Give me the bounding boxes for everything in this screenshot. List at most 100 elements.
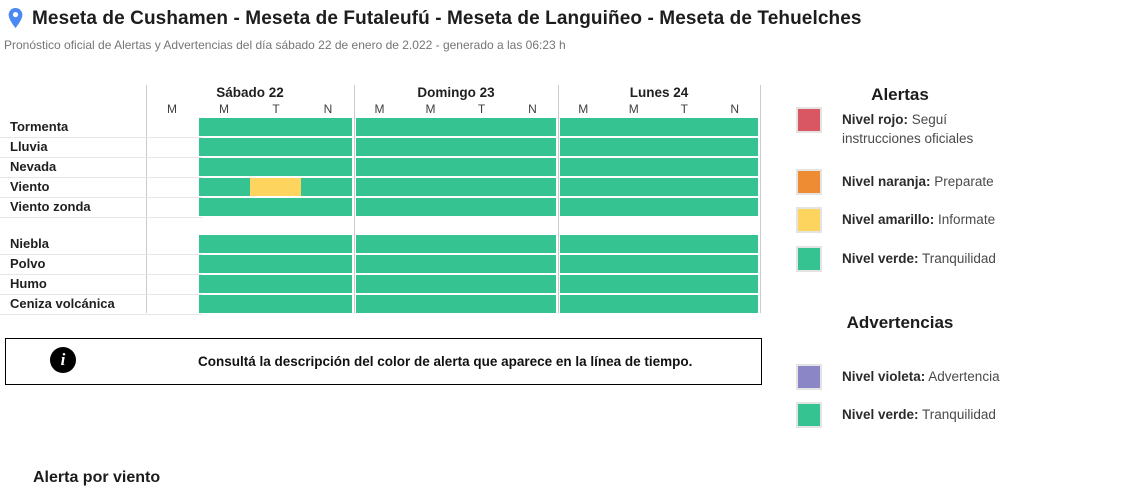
timeline-cell[interactable] [456, 178, 506, 196]
timeline-cell[interactable] [199, 295, 250, 313]
timeline-cell[interactable] [708, 198, 758, 216]
timeline-cell[interactable] [250, 118, 301, 136]
timeline-cell[interactable] [609, 158, 659, 176]
timeline-cell[interactable] [560, 295, 610, 313]
timeline-cell[interactable] [659, 158, 709, 176]
timeline-cell[interactable] [609, 295, 659, 313]
timeline-cell[interactable] [301, 118, 352, 136]
timeline-cell[interactable] [456, 275, 506, 293]
timeline-cell[interactable] [356, 158, 406, 176]
timeline-cell[interactable] [659, 178, 709, 196]
timeline-cell[interactable] [356, 178, 406, 196]
timeline-cell[interactable] [708, 178, 758, 196]
timeline-cell[interactable] [356, 295, 406, 313]
timeline-cell[interactable] [506, 295, 556, 313]
timeline-cell[interactable] [506, 138, 556, 156]
timeline-cell[interactable] [659, 235, 709, 253]
timeline-cell[interactable] [199, 235, 250, 253]
timeline-cell[interactable] [199, 198, 250, 216]
timeline-cell[interactable] [199, 255, 250, 273]
timeline-cell[interactable] [199, 178, 250, 196]
timeline-cell[interactable] [406, 178, 456, 196]
timeline-cell[interactable] [406, 295, 456, 313]
timeline-cell[interactable] [301, 235, 352, 253]
timeline-cell[interactable] [708, 118, 758, 136]
timeline-cell[interactable] [199, 275, 250, 293]
timeline-cell[interactable] [406, 255, 456, 273]
timeline-cell[interactable] [356, 255, 406, 273]
timeline-cell[interactable] [456, 255, 506, 273]
timeline-cell[interactable] [506, 255, 556, 273]
timeline-cell[interactable] [250, 158, 301, 176]
timeline-cell[interactable] [708, 235, 758, 253]
timeline-cell[interactable] [250, 235, 301, 253]
timeline-cell[interactable] [456, 158, 506, 176]
timeline-cell[interactable] [708, 138, 758, 156]
timeline-cell[interactable] [301, 275, 352, 293]
timeline-cell[interactable] [250, 275, 301, 293]
timeline-cell[interactable] [609, 275, 659, 293]
timeline-cell[interactable] [609, 178, 659, 196]
timeline-cell[interactable] [560, 235, 610, 253]
timeline-cell[interactable] [301, 138, 352, 156]
timeline-cell[interactable] [560, 198, 610, 216]
timeline-cell[interactable] [506, 118, 556, 136]
timeline-cell[interactable] [560, 138, 610, 156]
timeline-cell[interactable] [659, 118, 709, 136]
timeline-cell[interactable] [356, 235, 406, 253]
timeline-cell[interactable] [301, 295, 352, 313]
timeline-cell[interactable] [456, 198, 506, 216]
timeline-cell[interactable] [356, 275, 406, 293]
timeline-cell[interactable] [456, 118, 506, 136]
timeline-cell[interactable] [301, 178, 352, 196]
timeline-cell[interactable] [609, 118, 659, 136]
timeline-cell[interactable] [609, 198, 659, 216]
timeline-cell[interactable] [506, 178, 556, 196]
timeline-cell[interactable] [250, 198, 301, 216]
timeline-cell[interactable] [406, 118, 456, 136]
timeline-cell[interactable] [659, 198, 709, 216]
timeline-cell[interactable] [250, 178, 301, 196]
timeline-cell[interactable] [199, 158, 250, 176]
timeline-cell[interactable] [406, 198, 456, 216]
timeline-cell[interactable] [609, 255, 659, 273]
timeline-cell[interactable] [659, 275, 709, 293]
timeline-cell[interactable] [506, 158, 556, 176]
timeline-cell[interactable] [406, 235, 456, 253]
timeline-cell[interactable] [560, 118, 610, 136]
timeline-cell[interactable] [560, 158, 610, 176]
timeline-cell[interactable] [560, 275, 610, 293]
timeline-cell[interactable] [406, 158, 456, 176]
timeline-cell[interactable] [356, 118, 406, 136]
timeline-cell[interactable] [199, 118, 250, 136]
timeline-cell[interactable] [506, 235, 556, 253]
timeline-cell[interactable] [406, 138, 456, 156]
timeline-cell[interactable] [659, 255, 709, 273]
timeline-cell[interactable] [609, 138, 659, 156]
timeline-cell[interactable] [250, 295, 301, 313]
timeline-cell[interactable] [301, 158, 352, 176]
timeline-cell[interactable] [250, 255, 301, 273]
timeline-cell[interactable] [356, 198, 406, 216]
timeline-cell[interactable] [506, 275, 556, 293]
timeline-cell[interactable] [356, 138, 406, 156]
timeline-cell[interactable] [506, 198, 556, 216]
timeline-cell[interactable] [301, 198, 352, 216]
timeline-cell[interactable] [199, 138, 250, 156]
timeline-cell[interactable] [609, 235, 659, 253]
timeline-cell[interactable] [250, 138, 301, 156]
timeline-cell[interactable] [560, 255, 610, 273]
timeline-cell[interactable] [560, 178, 610, 196]
timeline-cell[interactable] [406, 275, 456, 293]
timeline-cell[interactable] [708, 295, 758, 313]
legend-heading-advertencias: Advertencias [846, 313, 954, 332]
timeline-cell[interactable] [659, 138, 709, 156]
timeline-cell[interactable] [708, 275, 758, 293]
timeline-cell[interactable] [456, 138, 506, 156]
timeline-cell[interactable] [456, 295, 506, 313]
timeline-cell[interactable] [301, 255, 352, 273]
timeline-cell[interactable] [456, 235, 506, 253]
timeline-cell[interactable] [659, 295, 709, 313]
timeline-cell[interactable] [708, 255, 758, 273]
timeline-cell[interactable] [708, 158, 758, 176]
